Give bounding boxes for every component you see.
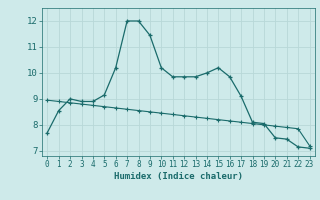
X-axis label: Humidex (Indice chaleur): Humidex (Indice chaleur) — [114, 172, 243, 181]
